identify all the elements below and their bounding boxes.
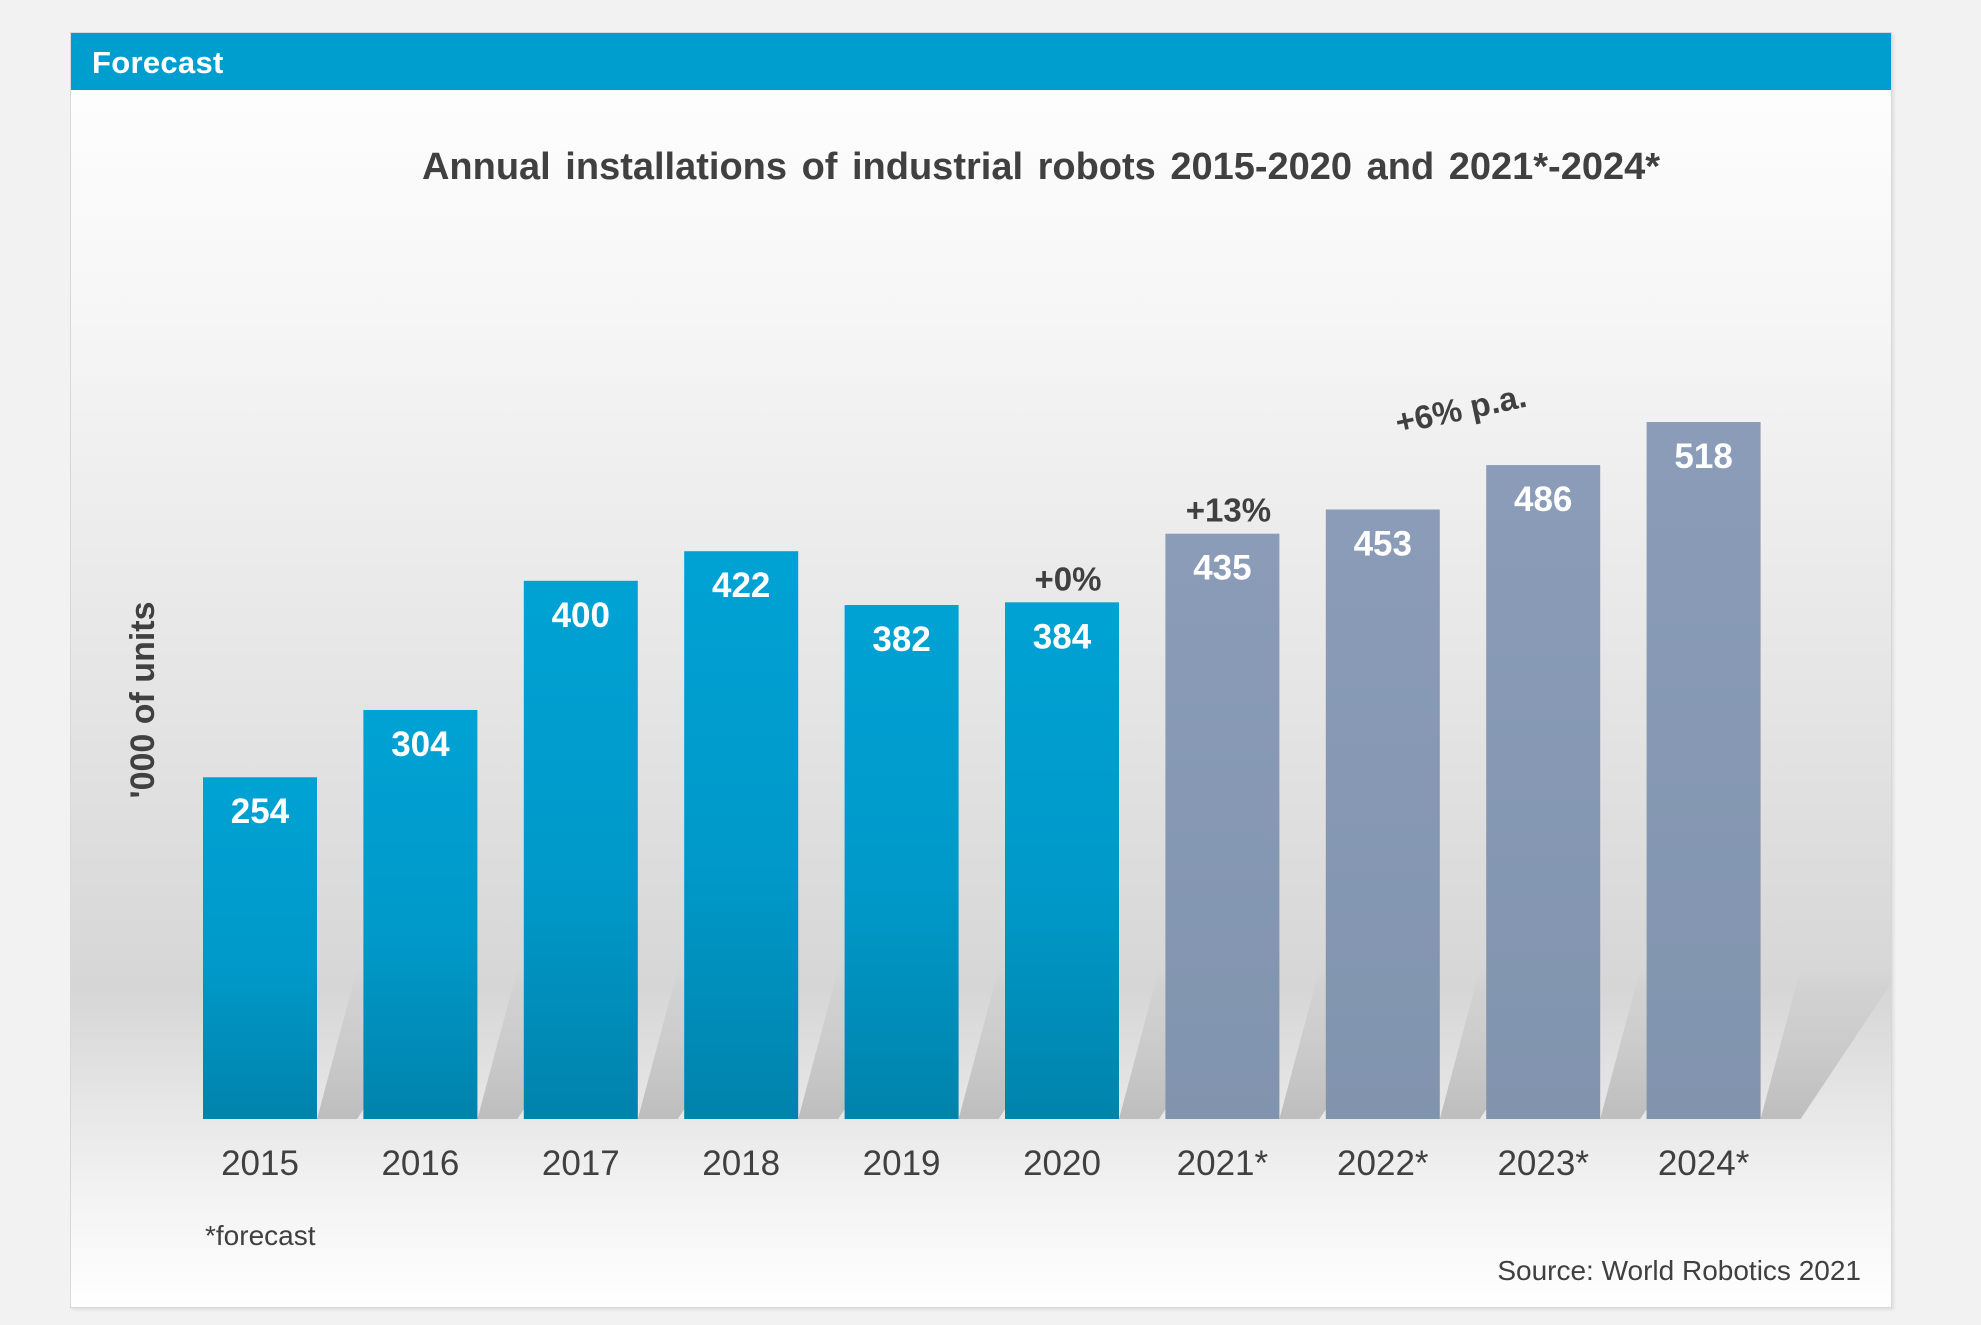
x-tick-label: 2020 xyxy=(1023,1144,1101,1183)
bar-chart: Annual installations of industrial robot… xyxy=(124,146,1891,1183)
growth-annotation: +13% xyxy=(1186,492,1271,529)
bar-labels: 254 304 400 422 382 384 435 453 486 518 xyxy=(231,437,1733,831)
bar-2016 xyxy=(363,709,478,1119)
bar-2022-forecast xyxy=(1325,509,1440,1119)
x-tick-label: 2017 xyxy=(542,1144,620,1183)
bar-value-label: 486 xyxy=(1514,480,1572,519)
x-tick-label: 2023* xyxy=(1497,1144,1589,1183)
header-bar: Forecast xyxy=(71,33,1891,90)
bar-2018 xyxy=(684,551,799,1119)
x-tick-label: 2024* xyxy=(1658,1144,1750,1183)
bar-value-label: 254 xyxy=(231,792,290,831)
source-note: Source: World Robotics 2021 xyxy=(1497,1255,1861,1286)
bar-value-label: 382 xyxy=(872,620,930,659)
bar-2017 xyxy=(523,580,638,1119)
bar-2015 xyxy=(203,777,317,1119)
header-title: Forecast xyxy=(92,45,224,80)
bar-value-label: 518 xyxy=(1674,437,1732,476)
bar-value-label: 435 xyxy=(1193,549,1251,588)
x-tick-label: 2016 xyxy=(381,1144,459,1183)
bar-value-label: 400 xyxy=(552,596,610,635)
bar-2019 xyxy=(844,605,959,1119)
x-tick-label: 2022* xyxy=(1337,1144,1429,1183)
bar-shadow xyxy=(1760,969,1891,1119)
x-tick-labels: 2015 2016 2017 2018 2019 2020 2021* 2022* 2023* 2… xyxy=(221,1144,1750,1183)
slide: Forecast Annual installations of industr… xyxy=(70,32,1892,1308)
y-axis-label: '000 of units xyxy=(124,601,162,798)
growth-annotations: +0% +13% +6% p.a. xyxy=(1035,377,1530,597)
x-tick-label: 2019 xyxy=(863,1144,941,1183)
bar-value-label: 384 xyxy=(1033,617,1092,656)
footnote: *forecast xyxy=(205,1220,316,1251)
bar-value-label: 453 xyxy=(1354,524,1412,563)
chart-title: Annual installations of industrial robot… xyxy=(422,146,1660,188)
growth-annotation: +6% p.a. xyxy=(1392,377,1530,441)
x-tick-label: 2018 xyxy=(702,1144,780,1183)
bar-2024-forecast xyxy=(1646,422,1761,1119)
bar-2020 xyxy=(1005,602,1119,1119)
x-tick-label: 2015 xyxy=(221,1144,299,1183)
bar-2023-forecast xyxy=(1486,465,1601,1119)
bar-value-label: 304 xyxy=(391,725,450,764)
bars xyxy=(203,422,1761,1119)
x-tick-label: 2021* xyxy=(1177,1144,1269,1183)
bar-value-label: 422 xyxy=(712,566,770,605)
growth-annotation: +0% xyxy=(1035,560,1102,597)
bar-2021-forecast xyxy=(1165,533,1280,1119)
